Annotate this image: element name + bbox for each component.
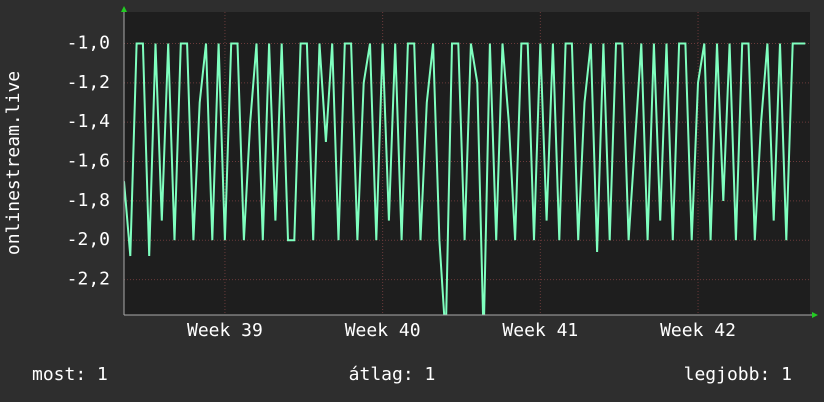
y-tick-label: -1,4 [67,111,110,132]
y-arrow [121,6,127,12]
footer-stat: átlag: 1 [349,364,436,385]
footer-stat: legjobb: 1 [684,364,792,385]
footer-stat: most: 1 [32,364,108,385]
y-tick-label: -1,0 [67,32,110,53]
data-line [124,42,806,315]
x-arrow [812,312,818,318]
x-tick-label: Week 42 [660,320,736,341]
y-tick-label: -1,2 [67,72,110,93]
x-tick-label: Week 41 [502,320,578,341]
y-tick-label: -1,6 [67,151,110,172]
lines [124,42,806,315]
y-tick-label: -2,2 [67,269,110,290]
x-tick-label: Week 40 [345,320,421,341]
y-tick-label: -1,8 [67,190,110,211]
x-tick-label: Week 39 [187,320,263,341]
y-axis-label: onlinestream.live [3,71,24,255]
y-tick-label: -2,0 [67,229,110,250]
labels: -1,0 -1,2 -1,4 -1,6 -1,8 -2,0 -2,2 Week 39 Week … [67,32,736,341]
